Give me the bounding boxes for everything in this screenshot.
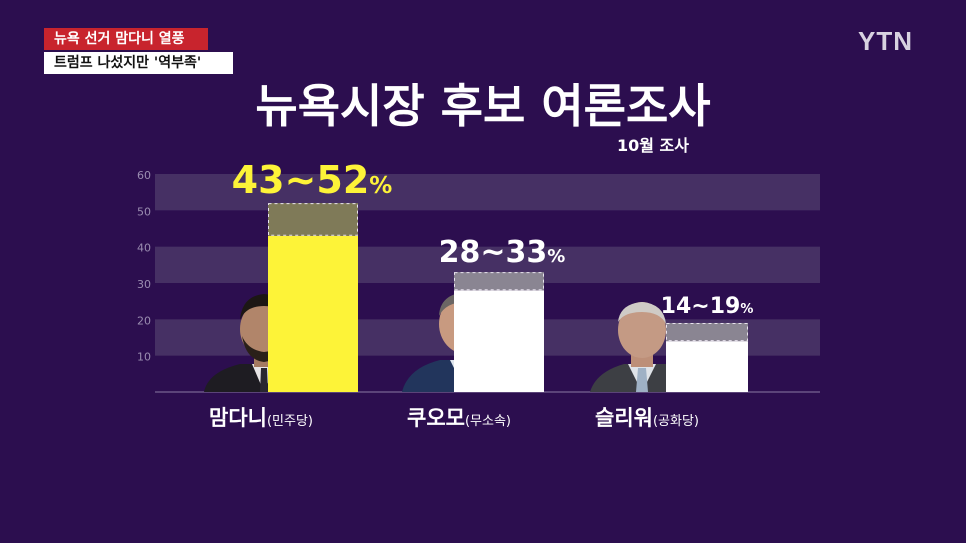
candidate-party-1: (민주당) bbox=[266, 414, 313, 429]
y-tick-label: 30 bbox=[137, 278, 151, 291]
candidate-party-2: (무소속) bbox=[464, 414, 511, 429]
y-tick-label: 40 bbox=[137, 242, 151, 255]
chart-title: 뉴욕시장 후보 여론조사 bbox=[255, 79, 711, 133]
bar-range-1 bbox=[268, 203, 358, 236]
y-tick-label: 20 bbox=[137, 314, 151, 327]
bar-range-outline-2 bbox=[454, 272, 544, 291]
candidate-label-1: 맘다니(민주당) bbox=[209, 402, 313, 432]
bar-range-3 bbox=[666, 322, 748, 342]
bar-1 bbox=[268, 235, 358, 392]
bar-range-outline-1 bbox=[268, 203, 358, 236]
bar-range-2 bbox=[454, 272, 544, 291]
headline-bottom-banner: 트럼프 나섰지만 '역부족' bbox=[44, 52, 233, 74]
candidate-party-3: (공화당) bbox=[652, 414, 699, 429]
candidate-name-2: 쿠오모 bbox=[407, 406, 465, 430]
value-label-2: 28~33% bbox=[439, 235, 566, 270]
value-label-1: 43~52% bbox=[232, 158, 393, 202]
value-label-3: 14~19% bbox=[661, 294, 754, 319]
bar-3 bbox=[666, 341, 748, 392]
broadcaster-logo: YTN bbox=[858, 26, 913, 56]
candidate-label-3: 슬리워(공화당) bbox=[595, 402, 699, 432]
candidate-name-3: 슬리워 bbox=[595, 406, 653, 430]
grid-band bbox=[155, 174, 820, 211]
chart-subtitle: 10월 조사 bbox=[617, 136, 689, 155]
headline-top-banner: 뉴욕 선거 맘다니 열풍 bbox=[44, 28, 208, 50]
y-tick-label: 10 bbox=[137, 351, 151, 364]
candidate-name-1: 맘다니 bbox=[209, 406, 267, 430]
y-tick-label: 60 bbox=[137, 169, 151, 182]
y-tick-label: 50 bbox=[137, 205, 151, 218]
bar-range-outline-3 bbox=[666, 322, 748, 342]
bar-2 bbox=[454, 290, 544, 392]
candidate-label-2: 쿠오모(무소속) bbox=[407, 402, 511, 432]
